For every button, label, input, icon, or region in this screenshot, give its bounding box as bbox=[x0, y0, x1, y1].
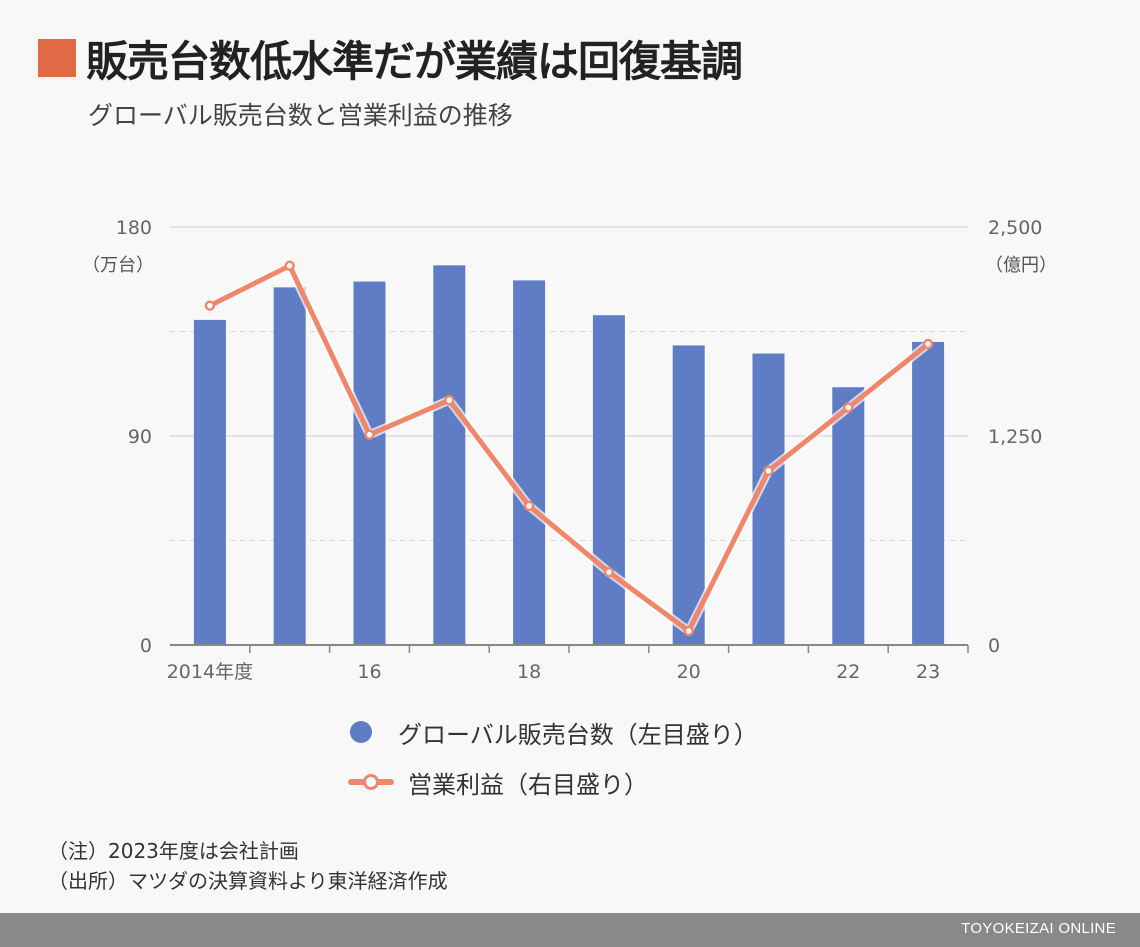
bar bbox=[193, 319, 226, 645]
x-tick-label: 20 bbox=[677, 661, 701, 683]
x-tick-label: 18 bbox=[517, 661, 541, 683]
left-tick-label: 0 bbox=[140, 635, 152, 657]
bar bbox=[672, 345, 705, 645]
bar bbox=[592, 315, 625, 645]
line-point bbox=[364, 429, 375, 440]
line-point bbox=[523, 500, 535, 512]
line-point bbox=[843, 402, 854, 413]
x-tick-label: 23 bbox=[916, 661, 940, 683]
left-tick-label: 180 bbox=[116, 217, 152, 239]
line-series bbox=[204, 260, 934, 637]
legend-bar-label: グローバル販売台数（左目盛り） bbox=[398, 720, 758, 749]
line-point bbox=[204, 300, 216, 311]
bar bbox=[513, 280, 546, 645]
legend-circle-icon bbox=[350, 721, 372, 743]
line-series-path bbox=[208, 263, 930, 634]
left-axis-unit: （万台） bbox=[82, 255, 154, 276]
legend-item-line: 営業利益（右目盛り） bbox=[348, 762, 758, 802]
x-tick-label: 2014年度 bbox=[167, 661, 253, 683]
line-point bbox=[922, 338, 934, 350]
title-block: 販売台数低水準だが業績は回復基調 bbox=[38, 28, 743, 88]
bar bbox=[273, 287, 306, 645]
line-point bbox=[444, 394, 455, 406]
right-axis-unit: （億円） bbox=[985, 255, 1057, 276]
title-marker-icon bbox=[38, 39, 76, 77]
right-tick-label: 0 bbox=[988, 635, 1000, 657]
legend-item-bar: グローバル販売台数（左目盛り） bbox=[348, 712, 758, 752]
page-title: 販売台数低水準だが業績は回復基調 bbox=[86, 36, 743, 86]
bar-series bbox=[193, 265, 945, 645]
x-tick-label: 16 bbox=[357, 661, 381, 683]
legend-line-label: 営業利益（右目盛り） bbox=[408, 770, 648, 799]
left-tick-label: 90 bbox=[128, 426, 152, 448]
line-point bbox=[284, 260, 295, 272]
line-point bbox=[603, 566, 615, 578]
line-point bbox=[683, 625, 694, 637]
line-point bbox=[763, 465, 774, 477]
footer-brand: TOYOKEIZAI ONLINE bbox=[961, 920, 1116, 937]
axes: 2014年度 16 18 20 22 23 180 90 0 （万台） 2,500 1,250 0 （億円… bbox=[82, 217, 1057, 683]
note-source: （出所）マツダの決算資料より東洋経済作成 bbox=[48, 869, 448, 893]
right-tick-label: 1,250 bbox=[988, 426, 1042, 448]
chart: 2014年度 16 18 20 22 23 180 90 0 （万台） 2,500 1,250 0 （億円… bbox=[82, 217, 1057, 683]
legend-line-icon bbox=[348, 771, 394, 793]
x-tick-label: 22 bbox=[836, 661, 860, 683]
footer-bar: TOYOKEIZAI ONLINE bbox=[0, 913, 1140, 947]
bar bbox=[433, 265, 466, 645]
chart-subtitle: グローバル販売台数と営業利益の推移 bbox=[88, 101, 513, 130]
bar bbox=[912, 341, 945, 645]
note-plan: （注）2023年度は会社計画 bbox=[48, 839, 299, 863]
bar bbox=[832, 387, 865, 645]
bar bbox=[353, 281, 386, 645]
right-tick-label: 2,500 bbox=[988, 217, 1042, 239]
legend: グローバル販売台数（左目盛り） 営業利益（右目盛り） bbox=[348, 712, 758, 812]
notes: （注）2023年度は会社計画 （出所）マツダの決算資料より東洋経済作成 bbox=[48, 836, 448, 896]
